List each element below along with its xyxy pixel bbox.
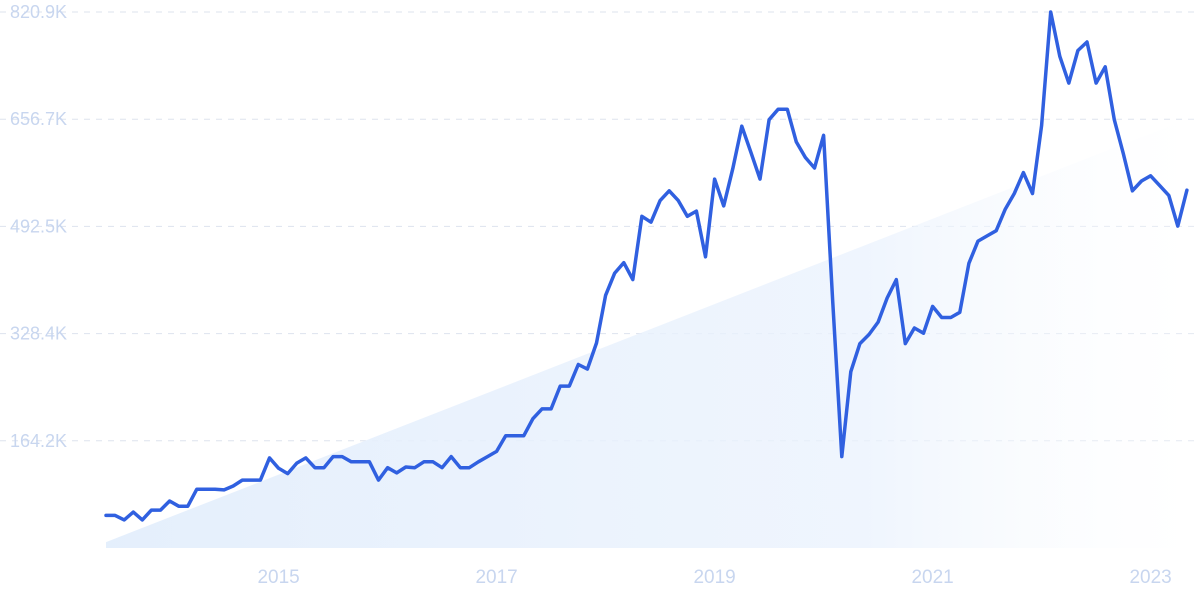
y-tick-label: 328.4K [10,324,67,344]
x-tick-label: 2015 [257,567,299,588]
x-tick-label: 2017 [475,567,517,588]
y-tick-label: 164.2K [10,431,67,451]
y-tick-label: 492.5K [10,216,67,236]
y-axis: 164.2K 328.4K 492.5K 656.7K 820.9K [10,2,67,451]
x-tick-label: 2021 [911,567,953,588]
series-line [104,10,1189,522]
trend-area [106,115,1196,548]
trend-area-fill [106,115,1196,548]
y-tick-label: 820.9K [10,2,67,22]
x-tick-label: 2019 [693,567,735,588]
x-tick-label: 2023 [1129,567,1171,588]
y-tick-label: 656.7K [10,109,67,129]
series [104,10,1189,522]
x-axis: 2015 2017 2019 2021 2023 [257,567,1171,588]
